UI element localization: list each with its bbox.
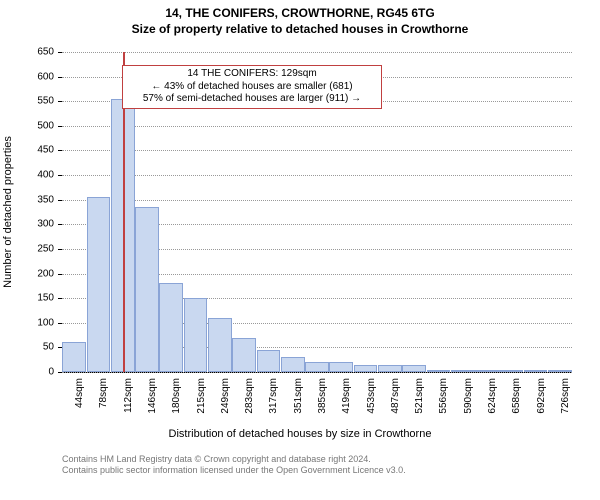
y-tick-mark xyxy=(58,77,62,78)
histogram-bar xyxy=(499,370,523,372)
y-tick-mark xyxy=(58,274,62,275)
histogram-bar xyxy=(329,362,353,372)
y-tick-label: 500 xyxy=(24,120,54,131)
histogram-bar xyxy=(427,370,451,372)
y-tick-mark xyxy=(58,372,62,373)
histogram-bar xyxy=(548,370,572,372)
histogram-bar xyxy=(524,370,548,372)
y-tick-label: 50 xyxy=(24,342,54,353)
y-tick-label: 300 xyxy=(24,219,54,230)
annotation-box: 14 THE CONIFERS: 129sqm← 43% of detached… xyxy=(122,65,382,109)
y-gridline xyxy=(62,150,572,151)
x-axis-label: Distribution of detached houses by size … xyxy=(0,428,600,440)
y-tick-mark xyxy=(58,224,62,225)
histogram-bar xyxy=(475,370,499,372)
y-tick-label: 250 xyxy=(24,243,54,254)
histogram-bar xyxy=(232,338,256,372)
chart-title-line2: Size of property relative to detached ho… xyxy=(0,22,600,37)
y-tick-mark xyxy=(58,200,62,201)
y-tick-mark xyxy=(58,323,62,324)
y-gridline xyxy=(62,175,572,176)
histogram-bar xyxy=(184,298,208,372)
annotation-line-1: 14 THE CONIFERS: 129sqm xyxy=(129,68,375,81)
histogram-bar xyxy=(159,283,183,372)
histogram-bar xyxy=(451,370,475,372)
y-gridline xyxy=(62,52,572,53)
histogram-bar xyxy=(135,207,159,372)
histogram-bar xyxy=(87,197,111,372)
histogram-bar xyxy=(281,357,305,372)
footer-line1: Contains HM Land Registry data © Crown c… xyxy=(62,454,406,465)
y-tick-mark xyxy=(58,249,62,250)
y-tick-mark xyxy=(58,175,62,176)
y-tick-label: 450 xyxy=(24,145,54,156)
y-gridline xyxy=(62,200,572,201)
y-tick-label: 350 xyxy=(24,194,54,205)
annotation-line-2: ← 43% of detached houses are smaller (68… xyxy=(129,81,375,94)
chart-container: { "title_line1": "14, THE CONIFERS, CROW… xyxy=(0,0,600,500)
y-tick-label: 150 xyxy=(24,293,54,304)
y-tick-label: 650 xyxy=(24,47,54,58)
y-tick-label: 600 xyxy=(24,71,54,82)
y-tick-label: 400 xyxy=(24,170,54,181)
plot-area: 0501001502002503003504004505005506006501… xyxy=(62,52,572,373)
y-gridline xyxy=(62,126,572,127)
annotation-line-3: 57% of semi-detached houses are larger (… xyxy=(129,93,375,106)
y-tick-label: 550 xyxy=(24,96,54,107)
y-tick-label: 100 xyxy=(24,317,54,328)
y-tick-mark xyxy=(58,298,62,299)
histogram-bar xyxy=(305,362,329,372)
y-tick-mark xyxy=(58,126,62,127)
footer-line2: Contains public sector information licen… xyxy=(62,465,406,476)
y-tick-mark xyxy=(58,101,62,102)
histogram-bar xyxy=(62,342,86,372)
histogram-bar xyxy=(378,365,402,372)
histogram-bar xyxy=(402,365,426,372)
chart-title-line1: 14, THE CONIFERS, CROWTHORNE, RG45 6TG xyxy=(0,6,600,21)
y-tick-label: 200 xyxy=(24,268,54,279)
histogram-bar xyxy=(354,365,378,372)
y-tick-mark xyxy=(58,150,62,151)
y-gridline xyxy=(62,372,572,373)
y-tick-label: 0 xyxy=(24,367,54,378)
footer-attribution: Contains HM Land Registry data © Crown c… xyxy=(62,454,406,477)
histogram-bar xyxy=(208,318,232,372)
y-tick-mark xyxy=(58,52,62,53)
histogram-bar xyxy=(257,350,281,372)
y-axis-label: Number of detached properties xyxy=(2,136,14,288)
